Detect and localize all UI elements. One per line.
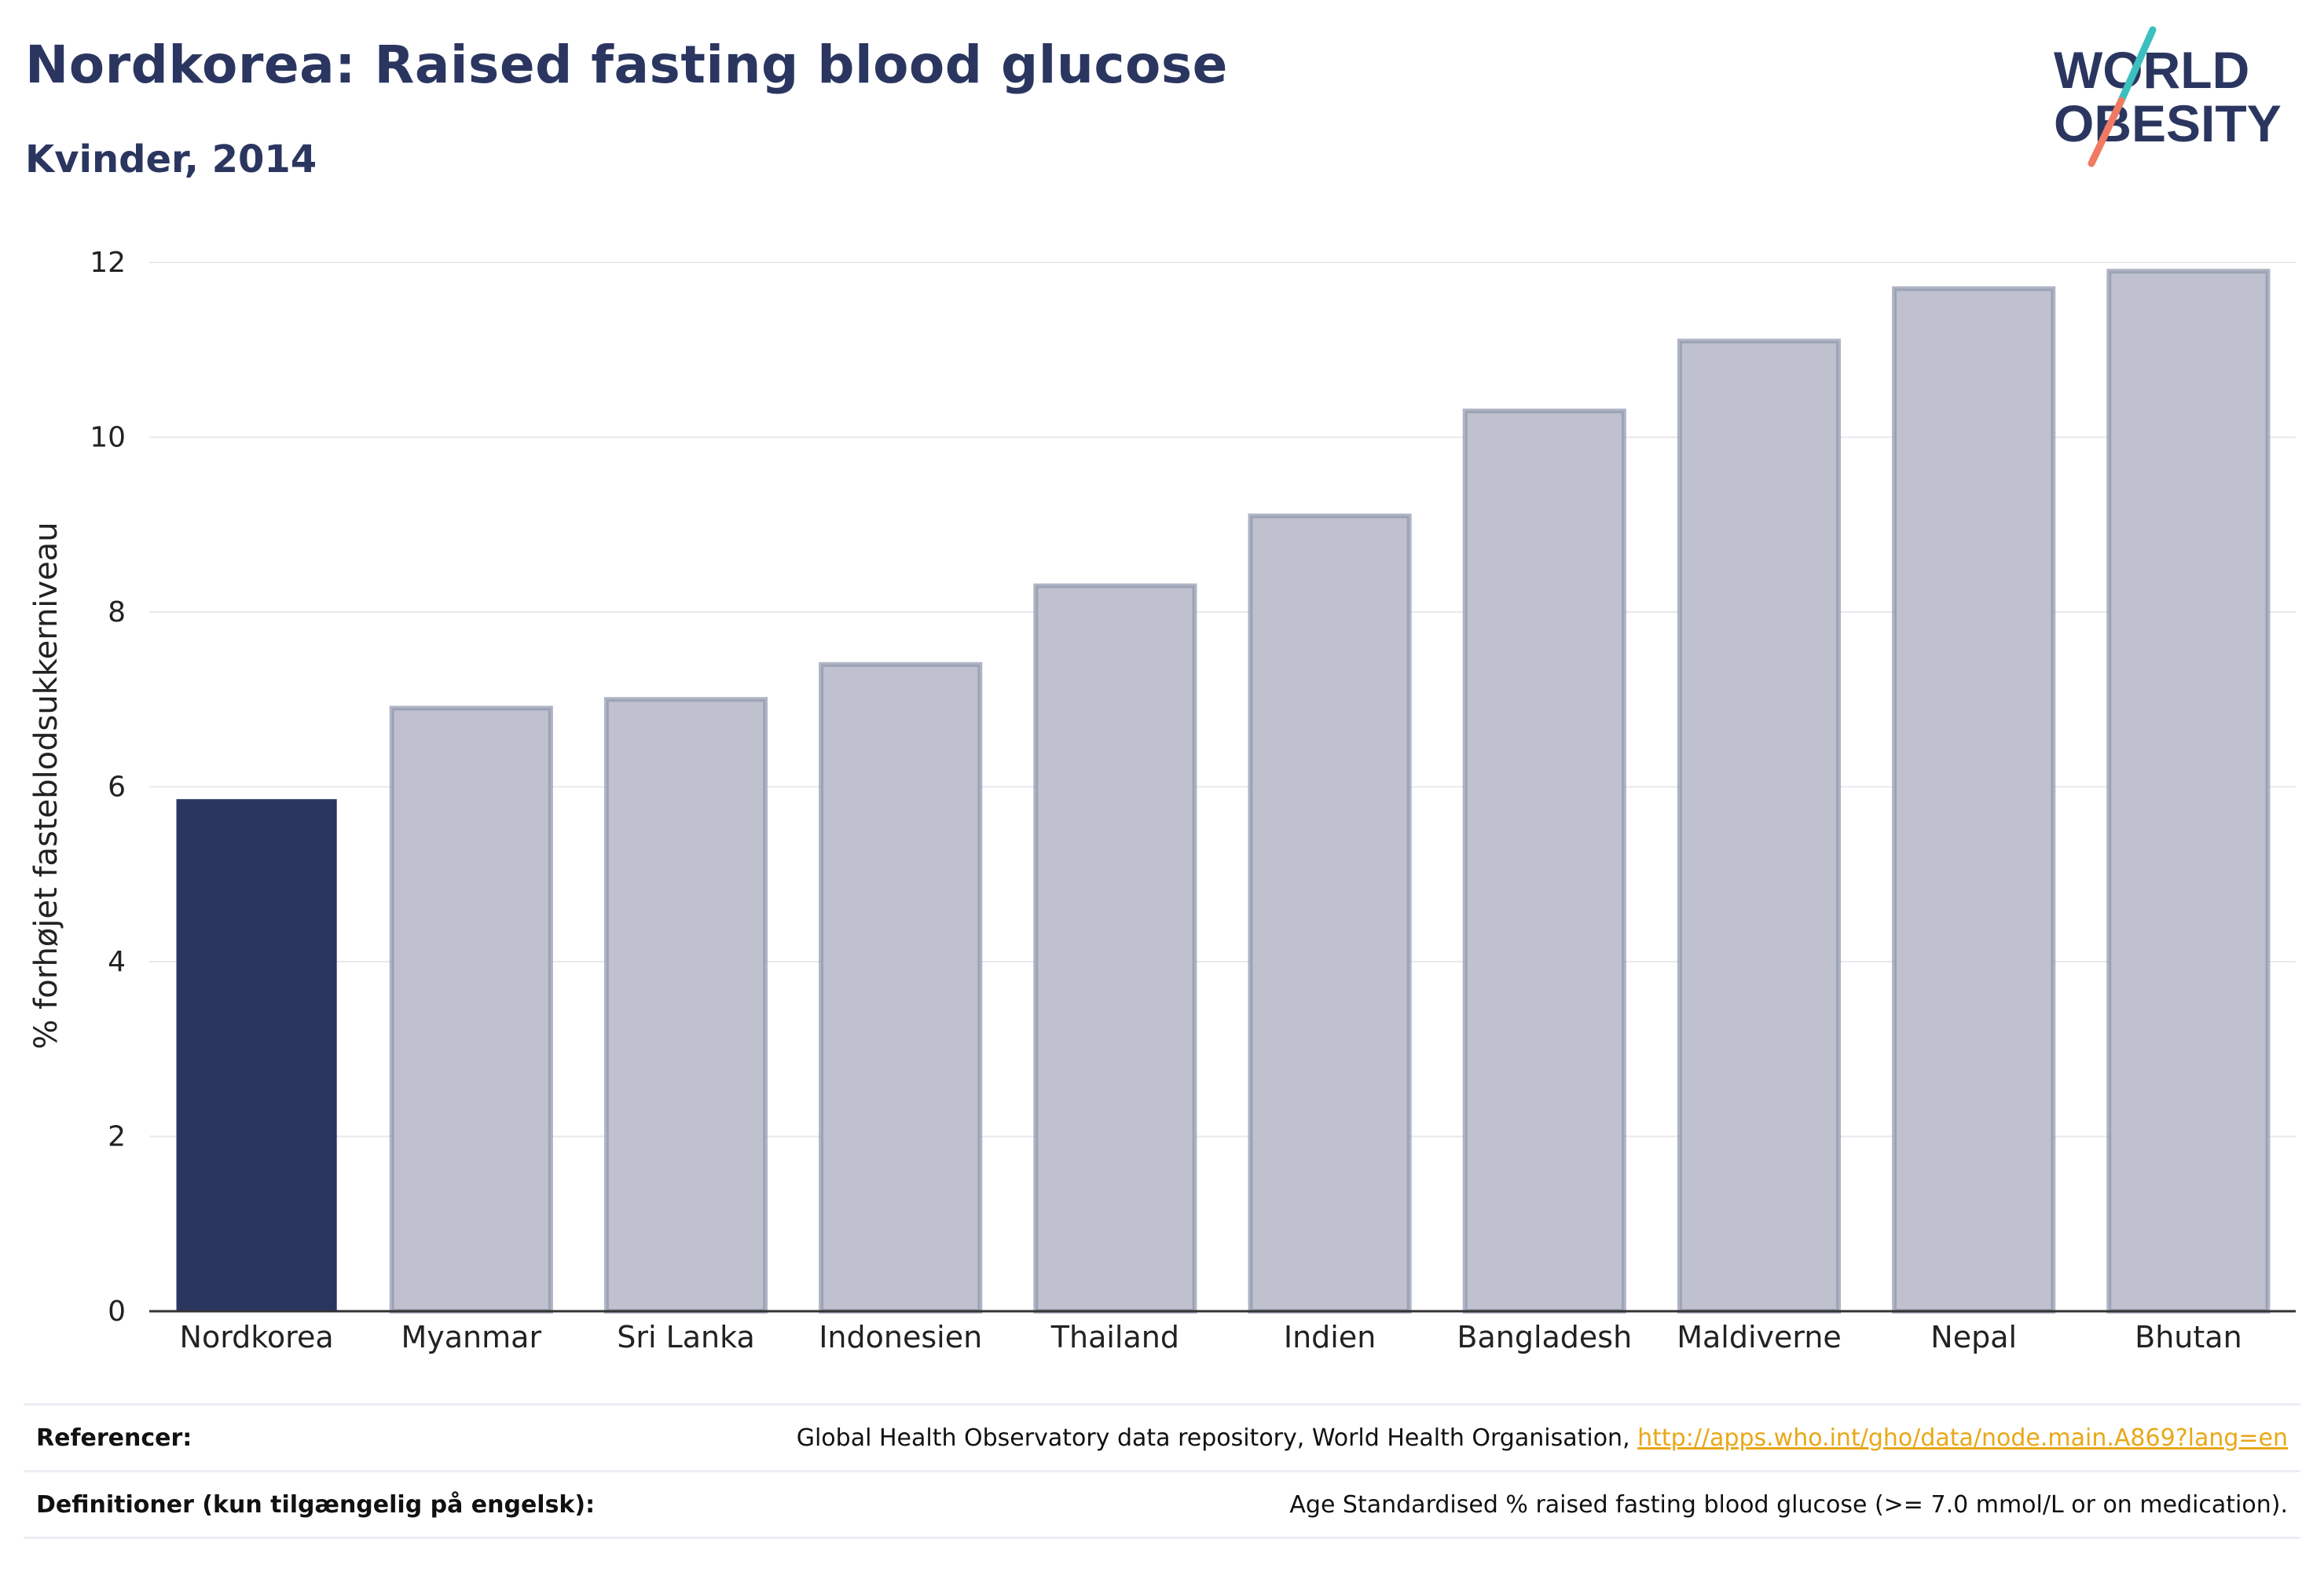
x-tick-label: Sri Lanka xyxy=(617,1320,755,1354)
logo-slash-coral xyxy=(2088,97,2125,167)
y-tick-label: 2 xyxy=(108,1121,126,1153)
bar xyxy=(176,799,337,1312)
y-tick-label: 10 xyxy=(90,422,126,454)
x-tick-label: Bangladesh xyxy=(1457,1320,1632,1354)
logo-text-world: WORLD xyxy=(2054,41,2249,99)
bar xyxy=(1462,409,1626,1314)
x-tick-label: Nepal xyxy=(1930,1320,2017,1354)
bar xyxy=(1892,286,2056,1314)
bar xyxy=(389,706,553,1314)
bar xyxy=(1033,583,1197,1314)
bar xyxy=(1248,513,1412,1314)
y-tick-label: 0 xyxy=(108,1296,126,1328)
y-tick-label: 8 xyxy=(108,596,126,629)
chart-subtitle: Kvinder, 2014 xyxy=(25,137,317,181)
y-tick-label: 6 xyxy=(108,772,126,804)
references-value: Global Health Observatory data repositor… xyxy=(797,1424,2300,1452)
references-text: Global Health Observatory data repositor… xyxy=(796,1424,1638,1452)
x-tick-label: Bhutan xyxy=(2135,1320,2242,1354)
x-tick-label: Nordkorea xyxy=(180,1320,334,1354)
x-tick-label: Thailand xyxy=(1050,1320,1179,1354)
world-obesity-logo: WORLD OBESITY xyxy=(2054,26,2282,167)
logo-text-obesity: OBESITY xyxy=(2054,94,2282,152)
definitions-label: Definitioner (kun tilgængelig på engelsk… xyxy=(36,1490,596,1519)
x-tick-label: Indien xyxy=(1284,1320,1376,1354)
references-label: Referencer: xyxy=(36,1424,192,1452)
x-tick-label: Myanmar xyxy=(401,1320,542,1354)
y-tick-label: 12 xyxy=(90,247,126,279)
bars xyxy=(176,269,2271,1314)
references-link[interactable]: http://apps.who.int/gho/data/node.main.A… xyxy=(1637,1424,2288,1452)
bar xyxy=(2106,269,2271,1314)
bar xyxy=(819,662,983,1314)
bar-chart: 0 2 4 6 8 10 12 Nordkorea Myanmar Sri Lanka Indone… xyxy=(28,247,2296,1354)
bar xyxy=(1677,339,1842,1314)
x-tick-label: Maldiverne xyxy=(1677,1320,1842,1354)
definitions-text: Age Standardised % raised fasting blood … xyxy=(1289,1490,2288,1519)
y-axis-title: % forhøjet fasteblodsukkerniveau xyxy=(28,522,64,1049)
bar xyxy=(603,697,768,1314)
x-tick-label: Indonesien xyxy=(819,1320,982,1354)
logo-slash-teal xyxy=(2117,26,2157,104)
chart-title: Nordkorea: Raised fasting blood glucose xyxy=(25,35,1228,95)
definitions-row: Definitioner (kun tilgængelig på engelsk… xyxy=(24,1470,2300,1539)
y-tick-label: 4 xyxy=(108,946,126,978)
axes: 0 2 4 6 8 10 12 Nordkorea Myanmar Sri Lanka Indone… xyxy=(90,247,2296,1354)
footer: Referencer: Global Health Observatory da… xyxy=(24,1403,2300,1539)
references-row: Referencer: Global Health Observatory da… xyxy=(24,1403,2300,1470)
